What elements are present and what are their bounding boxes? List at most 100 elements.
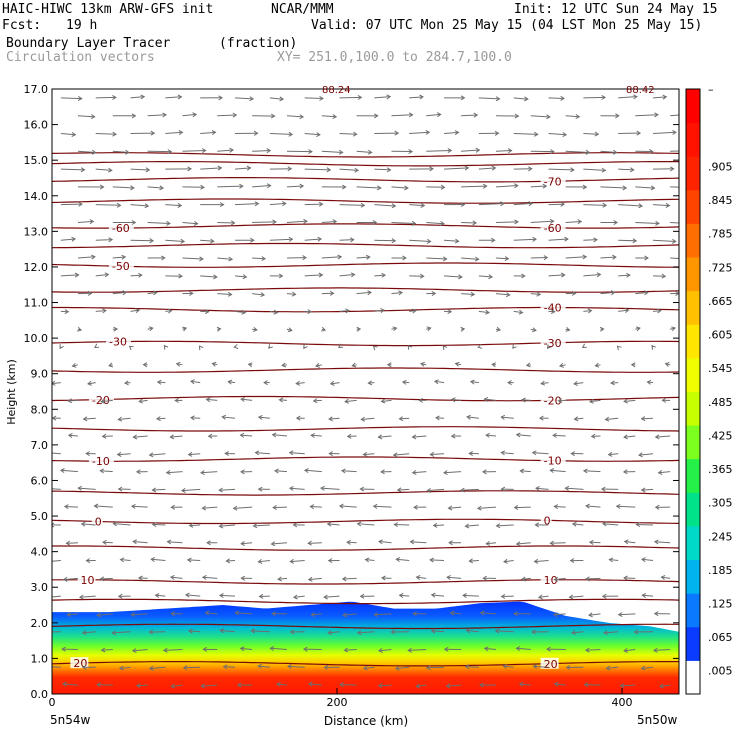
wind-vector-head (257, 663, 263, 669)
wind-vector (623, 648, 636, 653)
wind-vector-head (377, 434, 383, 440)
wind-vector (59, 344, 64, 350)
wind-vector-shaft (95, 274, 109, 277)
wind-vector (271, 432, 288, 438)
wind-vector (653, 273, 667, 279)
wind-vector (657, 470, 671, 475)
colorbar-segment (686, 357, 700, 392)
wind-vector-head (102, 539, 107, 545)
wind-vector-head (236, 682, 242, 688)
wind-vector-shaft (548, 274, 565, 277)
wind-vector (461, 183, 488, 189)
wind-vector-shaft (182, 257, 203, 260)
wind-vector (130, 130, 156, 136)
wind-vector (640, 416, 654, 422)
wind-vector-head (89, 219, 95, 225)
wind-vector-head (113, 326, 119, 332)
wind-vector-shaft (652, 96, 667, 99)
wind-vector (351, 362, 357, 368)
wind-vector-shaft (95, 310, 106, 312)
wind-vector-shaft (554, 577, 566, 581)
wind-vector (513, 131, 539, 137)
wind-vector-head (201, 574, 207, 580)
wind-vector (147, 185, 165, 191)
wind-vector-head (323, 594, 328, 600)
wind-vector (187, 451, 201, 457)
wind-vector-head (80, 167, 86, 173)
isotherm-label: -30 (109, 336, 127, 349)
wind-vector (565, 114, 581, 120)
wind-vector-head (549, 540, 555, 546)
wind-vector-head (622, 185, 628, 191)
wind-vector-head (380, 308, 386, 313)
wind-vector (461, 112, 479, 118)
wind-vector-head (560, 95, 565, 101)
wind-vector-head (308, 149, 313, 155)
wind-vector-shaft (60, 132, 76, 136)
wind-vector (148, 452, 166, 458)
wind-vector-head (543, 255, 549, 261)
wind-vector-head (582, 254, 588, 260)
wind-vector-head (186, 557, 192, 563)
wind-vector (65, 540, 78, 546)
colorbar-segment (686, 492, 700, 527)
wind-vector-head (582, 184, 588, 190)
wind-vector (60, 236, 77, 242)
wind-vector-shaft (226, 560, 236, 562)
wind-vector (165, 202, 183, 208)
wind-vector (276, 681, 288, 687)
wind-vector (132, 539, 148, 545)
wind-vector-head (342, 612, 348, 618)
wind-vector-head (623, 434, 628, 440)
wind-vector (391, 326, 398, 332)
wind-vector-shaft (399, 417, 410, 420)
wind-vector-head (390, 629, 396, 635)
wind-vector-head (653, 611, 659, 617)
wind-vector (454, 361, 462, 367)
wind-vector (589, 398, 601, 404)
isotherm-label: -10 (92, 455, 110, 468)
wind-vector-shaft (304, 274, 323, 277)
wind-vector-head (48, 451, 52, 455)
wind-vector (564, 485, 584, 491)
wind-vector-head (288, 450, 294, 456)
wind-vector-head (148, 326, 154, 332)
wind-vector (374, 238, 397, 244)
x-start-location: 5n54w (50, 713, 91, 727)
wind-vector (608, 557, 619, 563)
wind-vector-shaft (431, 594, 445, 597)
wind-vector-head (485, 432, 490, 438)
wind-vector (513, 166, 533, 172)
wind-vector-shaft (117, 453, 131, 456)
wind-vector-head (454, 361, 460, 367)
wind-vector-shaft (217, 149, 234, 152)
wind-vector-head (570, 167, 575, 173)
wind-vector-head (85, 558, 91, 564)
wind-vector (377, 683, 392, 689)
wind-vector-shaft (252, 221, 277, 223)
wind-vector-shaft (68, 434, 79, 437)
wind-vector-head (447, 505, 453, 511)
wind-vector-head (367, 149, 373, 155)
wind-vector-head (398, 416, 404, 422)
wind-vector (339, 94, 363, 100)
wind-vector (269, 273, 284, 279)
wind-vector (286, 255, 307, 261)
wind-vector-head (180, 487, 186, 493)
wind-vector (500, 450, 514, 456)
wind-vector-shaft (310, 505, 322, 508)
wind-vector-head (211, 130, 217, 136)
wind-vector-head (671, 238, 677, 244)
wind-vector-head (479, 610, 485, 616)
wind-vector-shaft (241, 398, 253, 401)
wind-vector-head (407, 344, 413, 350)
wind-vector-shaft (583, 239, 598, 241)
wind-vector-head (534, 522, 540, 528)
wind-vector (391, 112, 414, 118)
wind-vector-shaft (602, 523, 619, 526)
wind-vector-shaft (478, 167, 496, 170)
wind-vector-shaft (409, 239, 431, 243)
wind-vector (66, 611, 79, 617)
wind-vector-shaft (447, 576, 462, 579)
wind-vector-head (454, 130, 460, 136)
